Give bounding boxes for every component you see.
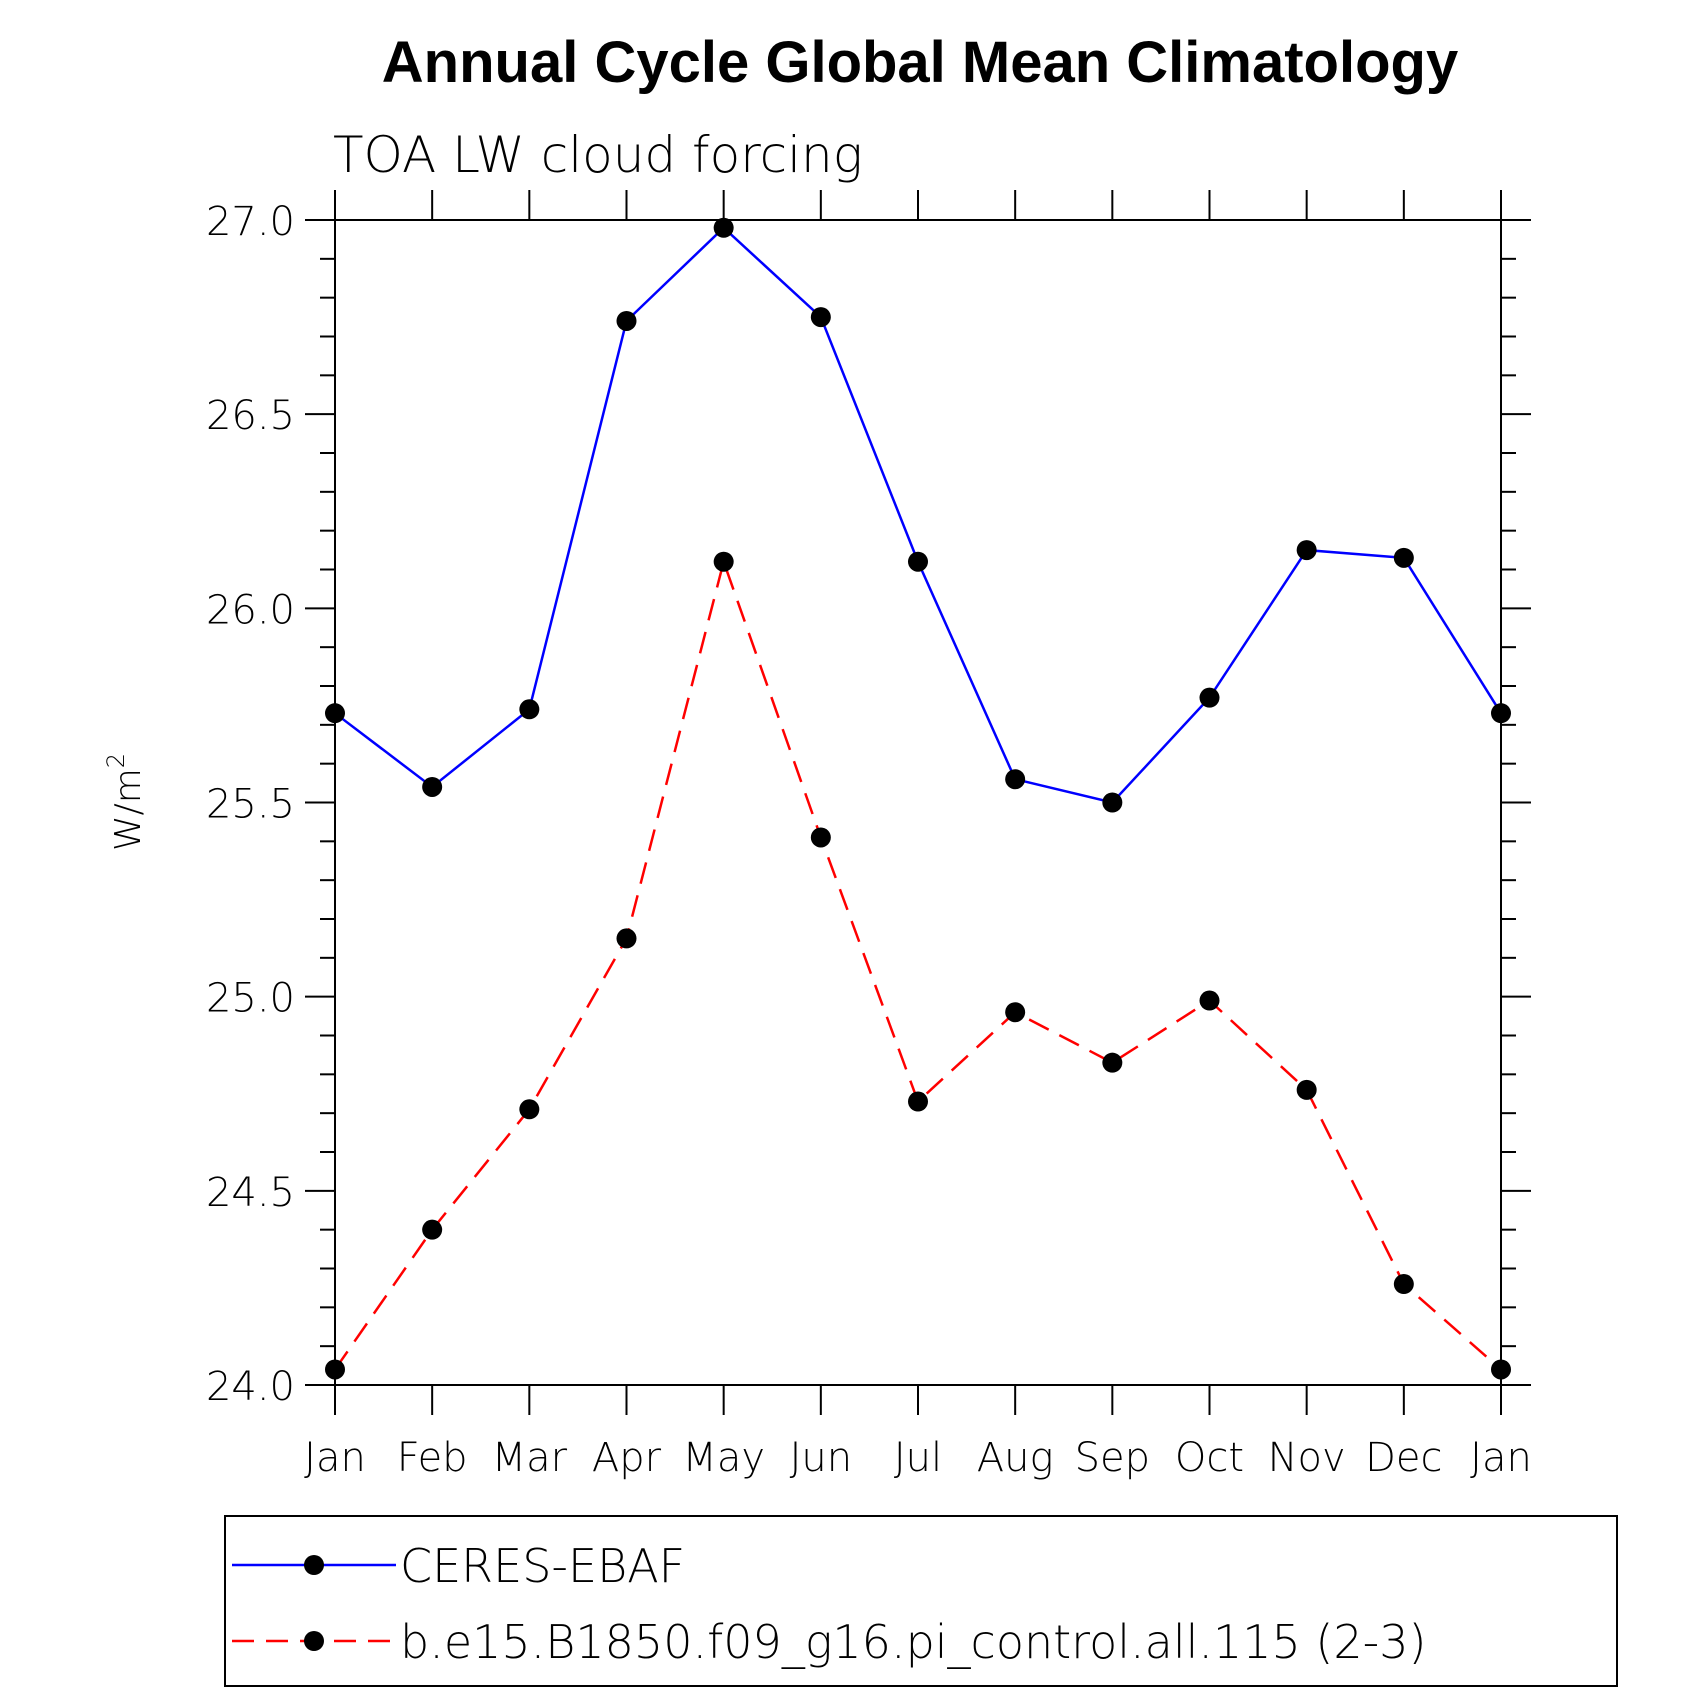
y-tick-label: 27.0 [206,199,295,245]
series-0 [325,217,1511,813]
legend-label-1: b.e15.B1850.f09_g16.pi_control.all.115 (… [400,1615,1426,1669]
y-tick-label: 26.5 [206,393,295,439]
data-point [1199,990,1220,1011]
x-tick-label: Jun [790,1435,853,1481]
data-point [713,551,734,572]
data-point [1102,1052,1123,1073]
data-point [1296,1079,1317,1100]
x-tick-label: May [682,1435,765,1481]
data-point [1393,547,1414,568]
data-point [810,307,831,328]
data-point [519,1099,540,1120]
data-point [1005,1002,1026,1023]
y-tick-label: 24.5 [206,1170,295,1216]
legend-box [224,1515,1618,1687]
x-tick-label: Dec [1365,1435,1442,1481]
data-point [422,776,443,797]
x-tick-label: Nov [1268,1435,1346,1481]
x-tick-label: Jan [1470,1435,1532,1481]
data-point [325,1359,345,1380]
data-point [1393,1274,1414,1295]
x-tick-label: Oct [1175,1435,1244,1481]
data-point [519,699,540,720]
svg-text:W/m2: W/m2 [102,753,149,851]
x-tick-label: Jul [894,1435,942,1481]
x-tick-label: Jan [304,1435,366,1481]
data-point [1491,1359,1511,1380]
plot-frame [334,219,1502,1386]
x-tick-label: Feb [397,1435,468,1481]
data-point [616,310,637,331]
data-point [1199,687,1220,708]
data-point [1005,769,1026,790]
x-tick-label: Mar [492,1435,568,1481]
y-axis-label-superscript: 2 [102,753,130,768]
y-axis-title: W/m2 [102,753,149,851]
x-tick-label: Aug [977,1435,1054,1481]
data-point [325,703,345,724]
data-point [908,551,928,572]
series-line [334,226,1503,804]
x-tick-label: Sep [1075,1435,1150,1481]
legend-marker-1 [304,1631,324,1651]
data-point [1491,703,1511,724]
series-1 [325,551,1511,1380]
data-point [1102,792,1123,813]
y-tick-label: 25.0 [206,976,295,1022]
legend: CERES-EBAF b.e15.B1850.f09_g16.pi_control… [232,1539,1426,1669]
series-layer [325,217,1511,1380]
y-tick-label: 26.0 [206,587,295,633]
y-axis-label: W/m [108,768,149,851]
y-tick-label: 24.0 [206,1364,295,1410]
series-line [333,557,1502,1371]
plot-axes: 24.0 24.5 25.0 25.5 26.0 26.5 27.0 Jan Feb Mar Apr… [206,190,1532,1481]
chart-title: Annual Cycle Global Mean Climatology [382,30,1458,95]
chart-subtitle: TOA LW cloud forcing [333,126,863,184]
x-tick-label: Apr [592,1435,662,1481]
y-tick-label: 25.5 [206,782,295,828]
data-point [1296,540,1317,561]
legend-label-0: CERES-EBAF [400,1539,685,1593]
data-point [810,827,831,848]
data-point [616,928,637,949]
data-point [422,1219,443,1240]
data-point [713,217,734,238]
legend-marker-0 [304,1555,324,1575]
data-point [908,1091,928,1112]
